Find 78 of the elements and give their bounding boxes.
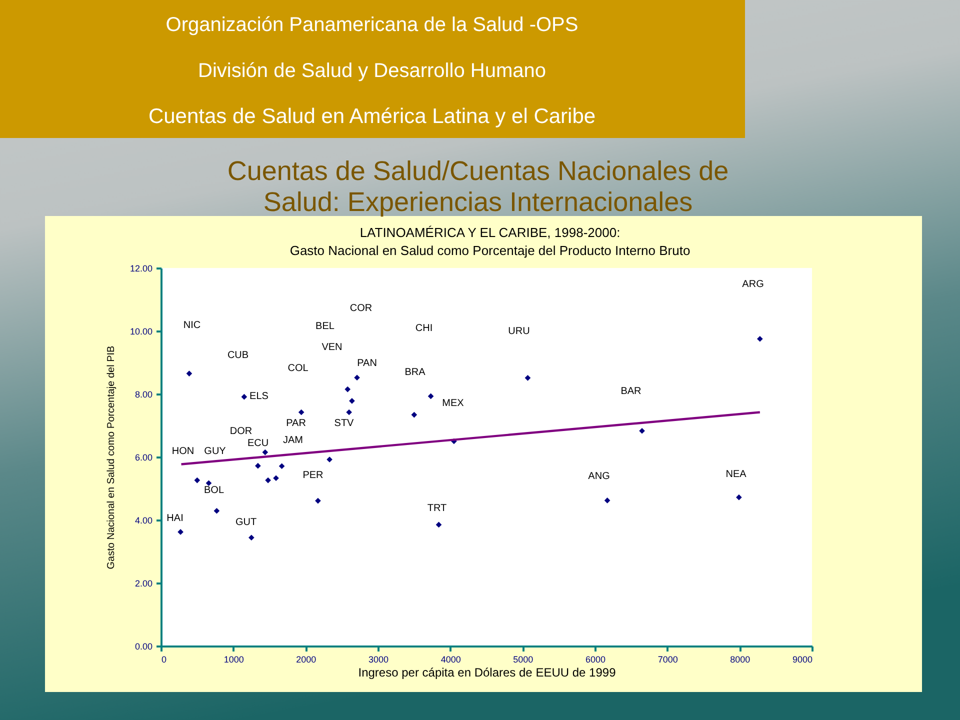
annotation: STV <box>334 418 354 429</box>
annotation: URU <box>508 326 530 337</box>
point <box>349 398 355 404</box>
annotation: GUY <box>204 446 226 457</box>
chart-title: LATINOAMÉRICA Y EL CARIBE, 1998-2000: <box>360 225 620 240</box>
annotation: CHI <box>415 323 433 334</box>
annotation: ARG <box>742 279 764 290</box>
x-axis-title: Ingreso per cápita en Dólares de EEUU de 1999 <box>358 666 616 680</box>
y-tick-label: 2.00 <box>134 578 152 588</box>
x-tick-label: 2000 <box>296 654 316 664</box>
point <box>524 375 531 381</box>
x-tick-label: 4000 <box>440 654 461 664</box>
annotation: MEX <box>442 398 464 409</box>
annotation: DOR <box>230 426 252 437</box>
point <box>436 522 442 528</box>
text: División de Salud y Desarrollo Humano <box>198 60 546 82</box>
point <box>604 498 610 504</box>
point <box>241 394 248 400</box>
annotation: HAI <box>166 513 184 524</box>
point <box>278 463 285 470</box>
y-tick-label: 8.00 <box>134 390 152 400</box>
point <box>255 462 261 469</box>
x-tick-label: 6000 <box>585 654 606 664</box>
annotation: COL <box>288 363 309 374</box>
point <box>248 534 254 541</box>
annotation: BAR <box>620 386 642 397</box>
chart-subtitle: Gasto Nacional en Salud como Porcentaje del Producto Interno Bruto <box>290 243 690 258</box>
x-tick-label: 5000 <box>513 654 534 664</box>
annotation: GUT <box>235 517 257 528</box>
annotation: COR <box>350 303 372 314</box>
y-tick-label: 4.00 <box>134 516 152 526</box>
text: Organización Panamericana de la Salud -OPS <box>166 14 578 36</box>
annotation: NEA <box>726 469 747 480</box>
annotation: BRA <box>404 367 426 378</box>
point <box>262 449 268 456</box>
point <box>273 475 279 482</box>
annotation: HON <box>172 446 194 457</box>
y-tick-label: 0.00 <box>134 642 152 652</box>
annotation: VEN <box>322 342 342 353</box>
point <box>639 428 645 434</box>
point <box>736 494 742 500</box>
point <box>298 409 304 416</box>
y-axis-title: Gasto Nacional en Salud como Porcentaje del PIB <box>106 345 117 570</box>
point <box>354 374 360 381</box>
annotation: ANG <box>588 471 610 482</box>
point <box>214 508 220 514</box>
point <box>194 477 200 484</box>
point <box>265 477 271 484</box>
y-tick-label: 6.00 <box>134 452 152 462</box>
point <box>315 498 321 504</box>
x-tick-label: 8000 <box>730 654 750 664</box>
annotation: NIC <box>183 320 201 331</box>
x-tick-label: 9000 <box>792 654 812 664</box>
annotation: ECU <box>247 438 269 449</box>
x-tick-label: 7000 <box>658 654 678 664</box>
x-tick-label: 1000 <box>224 654 244 664</box>
annotation: BEL <box>316 321 335 332</box>
point <box>346 409 352 416</box>
y-tick-label: 12.00 <box>130 264 152 274</box>
point <box>206 480 212 486</box>
point <box>186 370 192 376</box>
annotation: CUB <box>227 350 249 361</box>
annotation: ELS <box>250 391 269 402</box>
x-tick-label: 0 <box>162 654 167 664</box>
point <box>411 412 418 418</box>
point <box>344 386 351 392</box>
annotation: JAM <box>283 435 303 446</box>
annotation: TRT <box>427 503 447 514</box>
annotation: BOL <box>204 485 224 496</box>
annotation: PAN <box>357 358 377 369</box>
text: Cuentas de Salud en América Latina y el Caribe <box>148 105 596 128</box>
point <box>757 336 763 342</box>
text: Cuentas de Salud/Cuentas Nacionales de Salud: Experiencias Internacionales <box>227 156 729 218</box>
x-tick-label: 3000 <box>368 654 389 664</box>
annotation: PAR <box>286 418 306 429</box>
y-tick-label: 10.00 <box>130 326 152 336</box>
point <box>428 393 434 400</box>
annotation: PER <box>302 470 324 481</box>
